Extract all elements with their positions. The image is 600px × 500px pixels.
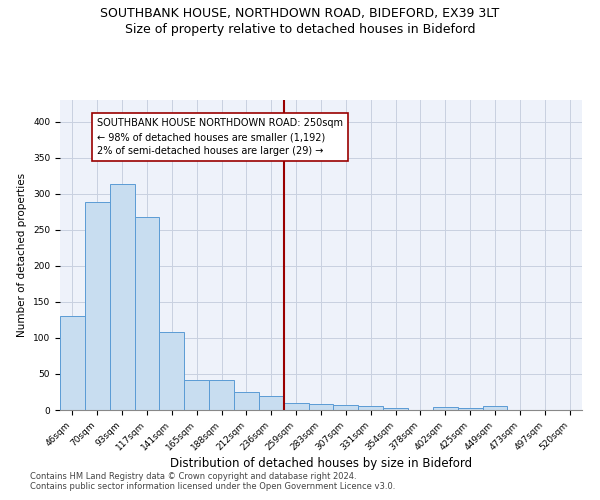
Bar — [85, 202, 110, 410]
Bar — [358, 406, 383, 410]
Bar — [334, 405, 358, 410]
Text: SOUTHBANK HOUSE NORTHDOWN ROAD: 250sqm
← 98% of detached houses are smaller (1,1: SOUTHBANK HOUSE NORTHDOWN ROAD: 250sqm ←… — [97, 118, 343, 156]
Text: Distribution of detached houses by size in Bideford: Distribution of detached houses by size … — [170, 458, 472, 470]
Bar — [184, 380, 209, 410]
Text: SOUTHBANK HOUSE, NORTHDOWN ROAD, BIDEFORD, EX39 3LT: SOUTHBANK HOUSE, NORTHDOWN ROAD, BIDEFOR… — [100, 8, 500, 20]
Bar — [308, 404, 334, 410]
Bar — [234, 392, 259, 410]
Bar — [160, 332, 184, 410]
Bar — [259, 396, 284, 410]
Bar — [134, 217, 160, 410]
Bar — [209, 380, 234, 410]
Text: Contains HM Land Registry data © Crown copyright and database right 2024.: Contains HM Land Registry data © Crown c… — [30, 472, 356, 481]
Bar — [383, 408, 408, 410]
Bar — [284, 403, 308, 410]
Text: Contains public sector information licensed under the Open Government Licence v3: Contains public sector information licen… — [30, 482, 395, 491]
Text: Size of property relative to detached houses in Bideford: Size of property relative to detached ho… — [125, 22, 475, 36]
Bar — [433, 407, 458, 410]
Bar — [110, 184, 134, 410]
Y-axis label: Number of detached properties: Number of detached properties — [17, 173, 28, 337]
Bar — [60, 316, 85, 410]
Bar — [482, 406, 508, 410]
Bar — [458, 408, 482, 410]
